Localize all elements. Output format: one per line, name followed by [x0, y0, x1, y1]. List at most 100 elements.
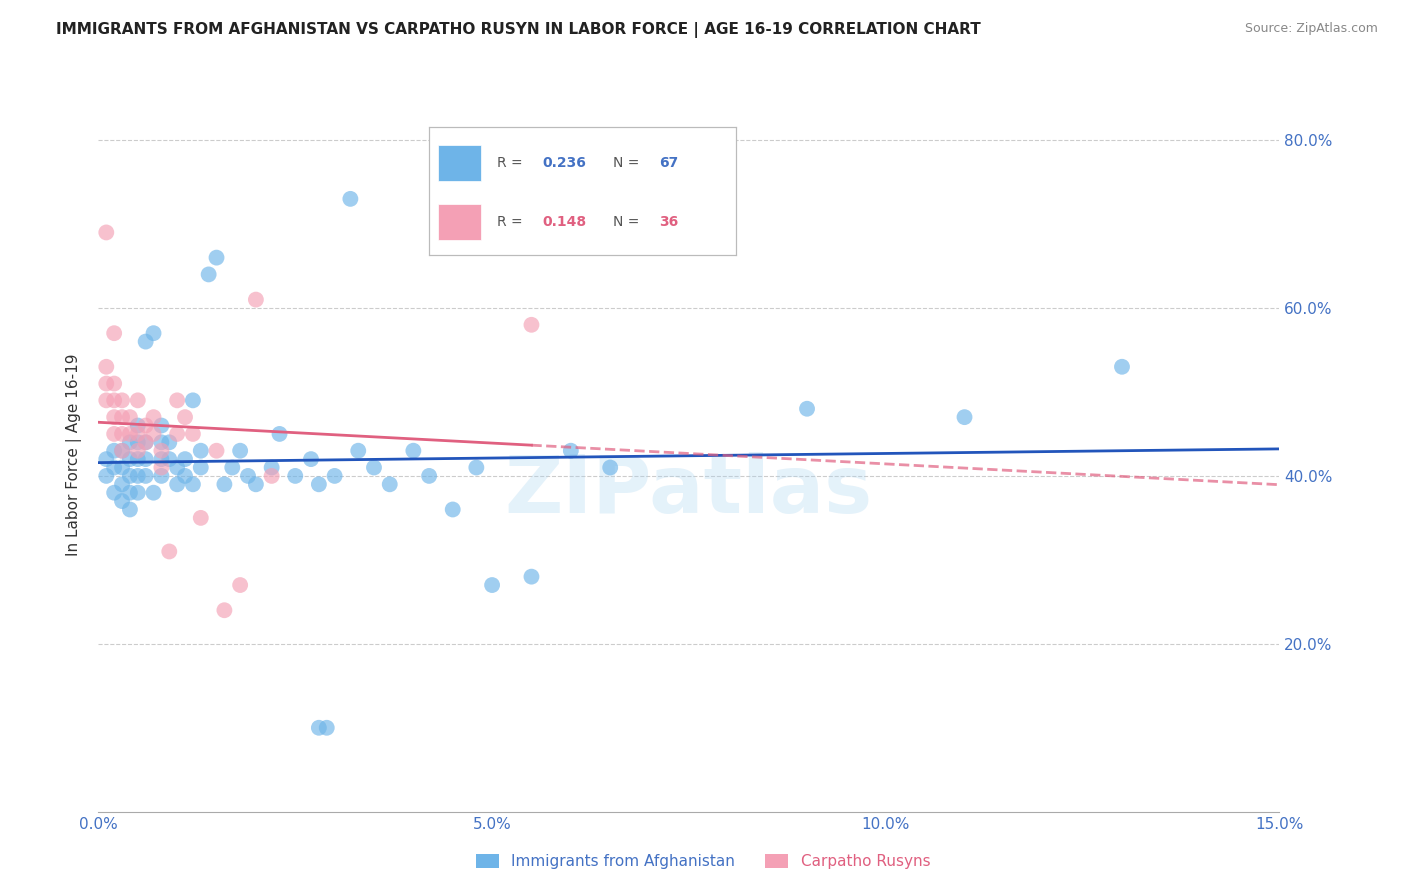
Point [560, 443, 582, 458]
Point [205, 443, 228, 458]
Point [214, 477, 236, 491]
Point [127, 435, 149, 450]
Text: ZIPatlas: ZIPatlas [505, 451, 873, 530]
Point [418, 469, 440, 483]
Point [174, 452, 197, 467]
Point [284, 469, 307, 483]
Point [181, 393, 204, 408]
Point [135, 418, 157, 433]
Point [118, 426, 141, 441]
Text: Source: ZipAtlas.com: Source: ZipAtlas.com [1244, 22, 1378, 36]
Point [118, 469, 141, 483]
Point [127, 418, 149, 433]
Point [135, 452, 157, 467]
Point [441, 502, 464, 516]
Point [127, 393, 149, 408]
Point [103, 460, 125, 475]
Point [157, 435, 180, 450]
Point [142, 426, 165, 441]
Point [953, 410, 976, 425]
Point [150, 460, 173, 475]
Point [127, 452, 149, 467]
Point [135, 435, 157, 450]
Legend: Immigrants from Afghanistan, Carpatho Rusyns: Immigrants from Afghanistan, Carpatho Ru… [470, 848, 936, 875]
Point [339, 192, 361, 206]
Point [142, 485, 165, 500]
Point [1111, 359, 1133, 374]
Point [96, 376, 118, 391]
Point [190, 460, 212, 475]
Point [221, 460, 243, 475]
Point [111, 426, 134, 441]
Point [135, 435, 157, 450]
Point [135, 334, 157, 349]
Point [118, 435, 141, 450]
Point [111, 443, 134, 458]
Point [103, 410, 125, 425]
Point [111, 477, 134, 491]
Point [118, 410, 141, 425]
Point [520, 318, 543, 332]
Point [150, 452, 173, 467]
Y-axis label: In Labor Force | Age 16-19: In Labor Force | Age 16-19 [66, 353, 83, 557]
Point [465, 460, 488, 475]
Point [181, 477, 204, 491]
Point [363, 460, 385, 475]
Point [142, 326, 165, 341]
Point [166, 426, 188, 441]
Point [378, 477, 401, 491]
Point [150, 435, 173, 450]
Point [181, 426, 204, 441]
Point [118, 485, 141, 500]
Point [96, 469, 118, 483]
Point [269, 426, 291, 441]
Point [150, 418, 173, 433]
Point [127, 443, 149, 458]
Point [96, 359, 118, 374]
Point [323, 469, 346, 483]
Point [599, 460, 621, 475]
Point [190, 443, 212, 458]
Point [166, 477, 188, 491]
Point [214, 603, 236, 617]
Point [796, 401, 818, 416]
Point [174, 410, 197, 425]
Point [260, 460, 283, 475]
Point [135, 469, 157, 483]
Point [96, 393, 118, 408]
Point [103, 485, 125, 500]
Point [111, 460, 134, 475]
Point [347, 443, 370, 458]
Point [402, 443, 425, 458]
Point [245, 293, 267, 307]
Point [103, 426, 125, 441]
Point [308, 477, 330, 491]
Point [481, 578, 503, 592]
Point [127, 469, 149, 483]
Point [229, 443, 252, 458]
Point [520, 569, 543, 583]
Point [166, 393, 188, 408]
Point [111, 410, 134, 425]
Point [111, 494, 134, 508]
Point [150, 443, 173, 458]
Point [236, 469, 259, 483]
Point [103, 443, 125, 458]
Point [157, 544, 180, 558]
Point [190, 511, 212, 525]
Point [197, 268, 219, 282]
Point [103, 393, 125, 408]
Text: IMMIGRANTS FROM AFGHANISTAN VS CARPATHO RUSYN IN LABOR FORCE | AGE 16-19 CORRELA: IMMIGRANTS FROM AFGHANISTAN VS CARPATHO … [56, 22, 981, 38]
Point [96, 452, 118, 467]
Point [229, 578, 252, 592]
Point [260, 469, 283, 483]
Point [245, 477, 267, 491]
Point [127, 485, 149, 500]
Point [308, 721, 330, 735]
Point [205, 251, 228, 265]
Point [166, 460, 188, 475]
Point [157, 452, 180, 467]
Point [111, 393, 134, 408]
Point [299, 452, 322, 467]
Point [96, 226, 118, 240]
